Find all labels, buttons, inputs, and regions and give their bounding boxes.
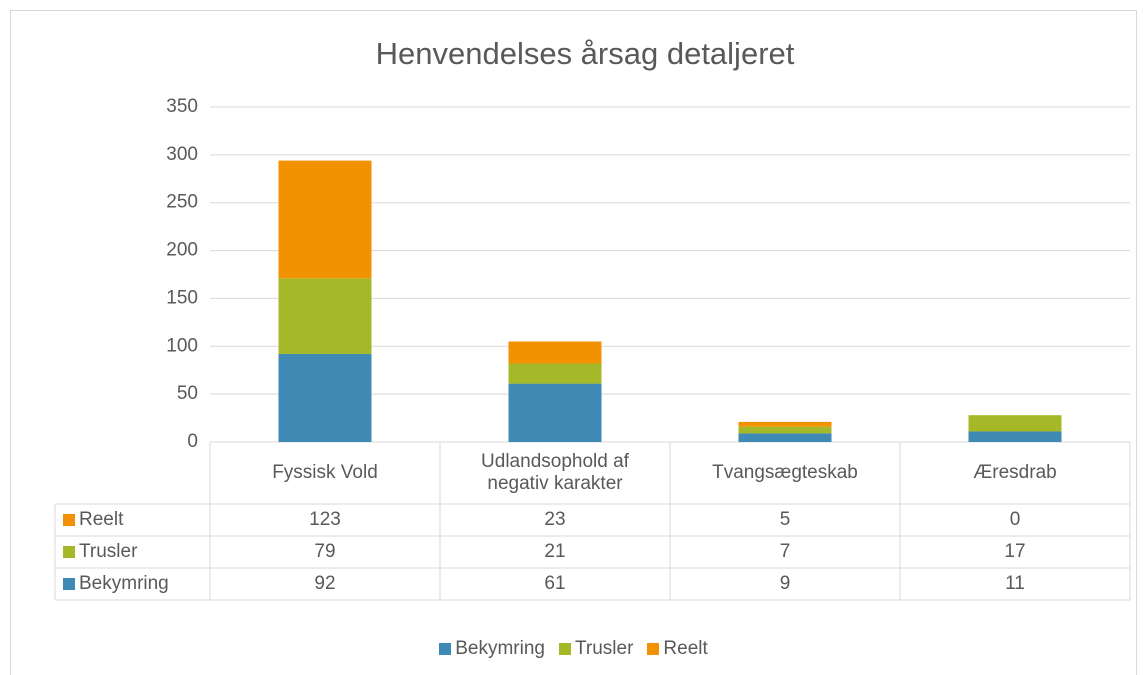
legend-item: Reelt <box>647 638 708 660</box>
series-name: Reelt <box>79 509 124 530</box>
y-tick-label: 50 <box>177 383 198 404</box>
legend-label: Bekymring <box>455 638 545 659</box>
legend-key <box>63 578 75 590</box>
y-tick-label: 250 <box>166 192 198 213</box>
table-value: 5 <box>779 509 791 530</box>
legend-label: Trusler <box>574 638 634 659</box>
chart-frame <box>10 10 1137 675</box>
category-label: Æresdrab <box>973 462 1057 483</box>
legend-key <box>439 643 452 655</box>
legend-key <box>558 643 571 655</box>
chart-title: Henvendelses årsag detaljeret <box>376 36 795 71</box>
y-tick-label: 200 <box>166 240 198 261</box>
table-value: 92 <box>314 573 336 594</box>
table-value: 23 <box>544 509 566 530</box>
bar-segment <box>968 415 1062 432</box>
legend-key <box>63 514 75 526</box>
table-value: 61 <box>544 573 566 594</box>
bar-segment <box>508 363 602 384</box>
category-label: Udlandsophold af negativ karakter <box>481 451 629 494</box>
table-value: 123 <box>309 509 341 530</box>
category-label: Tvangsægteskab <box>712 462 858 483</box>
legend: Bekymring Trusler Reelt <box>0 638 1147 660</box>
legend-item: Bekymring <box>439 638 545 660</box>
table-value: 79 <box>314 541 336 562</box>
y-tick-label: 0 <box>187 431 198 452</box>
table-value: 21 <box>544 541 566 562</box>
bar-segment <box>278 353 372 442</box>
legend-key <box>63 546 75 558</box>
bar-segment <box>278 278 372 354</box>
legend-item: Trusler <box>558 638 634 660</box>
y-tick-label: 350 <box>166 96 198 117</box>
y-tick-label: 150 <box>166 287 198 308</box>
y-tick-label: 100 <box>166 335 198 356</box>
bar-segment <box>738 433 832 442</box>
bar-segment <box>278 160 372 279</box>
category-label: Fyssisk Vold <box>272 462 378 483</box>
bar-segment <box>738 426 832 434</box>
bar-segment <box>968 431 1062 442</box>
table-value: 7 <box>779 541 791 562</box>
table-value: 9 <box>779 573 791 594</box>
bar-segment <box>508 341 602 364</box>
table-value: 0 <box>1009 509 1021 530</box>
bar-segment <box>508 383 602 442</box>
y-tick-label: 300 <box>166 144 198 165</box>
table-row-header: Reelt <box>55 504 210 536</box>
table-row-header: Trusler <box>55 536 210 568</box>
table-value: 17 <box>1004 541 1026 562</box>
series-name: Trusler <box>79 541 138 562</box>
legend-label: Reelt <box>663 638 708 659</box>
series-name: Bekymring <box>79 573 169 594</box>
bar-segment <box>738 421 832 427</box>
table-row-header: Bekymring <box>55 568 210 600</box>
legend-key <box>647 643 660 655</box>
table-value: 11 <box>1005 573 1025 594</box>
